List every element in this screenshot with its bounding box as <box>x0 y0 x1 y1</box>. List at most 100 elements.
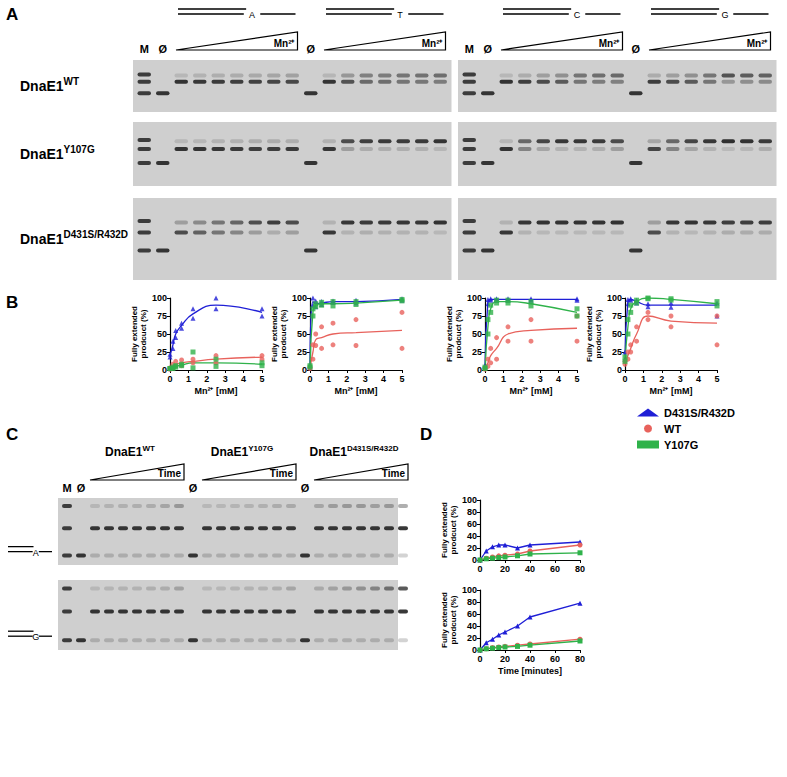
svg-text:prodcuct (%): prodcuct (%) <box>139 309 148 358</box>
svg-text:Mn²⁺: Mn²⁺ <box>274 38 296 49</box>
svg-text:40: 40 <box>525 564 535 574</box>
svg-text:0: 0 <box>472 645 477 655</box>
svg-text:4: 4 <box>696 374 701 384</box>
svg-text:M: M <box>140 43 149 55</box>
svg-text:prodcuct (%): prodcuct (%) <box>449 505 458 554</box>
svg-text:DnaE1D431S/R432D: DnaE1D431S/R432D <box>310 444 399 459</box>
svg-text:100: 100 <box>607 293 622 303</box>
svg-text:100: 100 <box>462 495 477 505</box>
svg-text:80: 80 <box>467 597 477 607</box>
svg-text:Ø: Ø <box>483 43 492 55</box>
svg-text:2: 2 <box>344 374 349 384</box>
svg-text:80: 80 <box>467 507 477 517</box>
svg-text:DnaE1WT: DnaE1WT <box>20 76 79 94</box>
svg-text:2: 2 <box>204 374 209 384</box>
svg-text:Time: Time <box>382 468 406 479</box>
svg-text:M: M <box>62 482 71 494</box>
svg-text:0: 0 <box>162 365 167 375</box>
svg-text:DnaE1D431S/R432D: DnaE1D431S/R432D <box>20 229 128 247</box>
svg-text:DnaE1Y107G: DnaE1Y107G <box>20 144 95 162</box>
svg-text:20: 20 <box>467 543 477 553</box>
svg-text:100: 100 <box>462 585 477 595</box>
svg-text:Fully extended: Fully extended <box>585 306 594 362</box>
svg-text:Mn²⁺: Mn²⁺ <box>599 38 621 49</box>
svg-text:C: C <box>6 425 18 444</box>
svg-text:3: 3 <box>538 374 543 384</box>
svg-text:2: 2 <box>519 374 524 384</box>
svg-text:Ø: Ø <box>77 482 86 494</box>
svg-text:Mn²⁺: Mn²⁺ <box>422 38 444 49</box>
svg-text:0: 0 <box>477 564 482 574</box>
svg-text:1: 1 <box>501 374 506 384</box>
svg-text:50: 50 <box>612 329 622 339</box>
svg-text:Ø: Ø <box>631 43 640 55</box>
svg-text:Time: Time <box>270 468 294 479</box>
svg-text:0: 0 <box>472 555 477 565</box>
svg-text:75: 75 <box>157 311 167 321</box>
svg-text:G: G <box>722 10 729 20</box>
svg-text:50: 50 <box>472 329 482 339</box>
svg-text:Mn²⁺ [mM]: Mn²⁺ [mM] <box>195 386 238 396</box>
svg-text:C: C <box>574 10 581 20</box>
svg-text:100: 100 <box>152 293 167 303</box>
svg-text:5: 5 <box>574 374 579 384</box>
svg-text:0: 0 <box>477 654 482 664</box>
svg-text:20: 20 <box>500 564 510 574</box>
svg-text:0: 0 <box>477 365 482 375</box>
svg-text:2: 2 <box>659 374 664 384</box>
svg-text:B: B <box>6 293 18 312</box>
svg-text:60: 60 <box>550 564 560 574</box>
svg-text:1: 1 <box>326 374 331 384</box>
svg-text:40: 40 <box>467 621 477 631</box>
svg-text:Fully extended: Fully extended <box>445 306 454 362</box>
svg-text:M: M <box>465 43 474 55</box>
svg-text:prodcuct (%): prodcuct (%) <box>594 309 603 358</box>
svg-text:5: 5 <box>399 374 404 384</box>
svg-text:100: 100 <box>467 293 482 303</box>
svg-text:Ø: Ø <box>189 482 198 494</box>
svg-text:50: 50 <box>157 329 167 339</box>
svg-text:1: 1 <box>641 374 646 384</box>
svg-text:60: 60 <box>467 519 477 529</box>
svg-text:DnaE1Y107G: DnaE1Y107G <box>211 444 273 459</box>
svg-text:T: T <box>397 10 403 20</box>
svg-text:prodcuct (%): prodcuct (%) <box>454 309 463 358</box>
svg-text:20: 20 <box>467 633 477 643</box>
svg-text:50: 50 <box>297 329 307 339</box>
svg-text:G: G <box>32 632 39 642</box>
svg-text:0: 0 <box>617 365 622 375</box>
svg-text:60: 60 <box>467 609 477 619</box>
svg-text:100: 100 <box>292 293 307 303</box>
svg-text:4: 4 <box>381 374 386 384</box>
svg-text:Ø: Ø <box>306 43 315 55</box>
svg-text:Mn²⁺ [mM]: Mn²⁺ [mM] <box>510 386 553 396</box>
svg-text:Mn²⁺: Mn²⁺ <box>747 38 769 49</box>
svg-text:Ø: Ø <box>301 482 310 494</box>
svg-text:0: 0 <box>482 374 487 384</box>
svg-text:WT: WT <box>664 423 681 435</box>
svg-text:prodcuct (%): prodcuct (%) <box>449 595 458 644</box>
svg-text:40: 40 <box>525 654 535 664</box>
svg-text:80: 80 <box>575 564 585 574</box>
svg-text:Ø: Ø <box>158 43 167 55</box>
svg-text:1: 1 <box>186 374 191 384</box>
svg-text:25: 25 <box>297 347 307 357</box>
svg-text:25: 25 <box>157 347 167 357</box>
svg-text:Mn²⁺ [mM]: Mn²⁺ [mM] <box>335 386 378 396</box>
svg-text:40: 40 <box>467 531 477 541</box>
svg-text:A: A <box>249 10 255 20</box>
svg-text:0: 0 <box>622 374 627 384</box>
svg-text:75: 75 <box>472 311 482 321</box>
svg-text:25: 25 <box>472 347 482 357</box>
svg-text:D: D <box>420 425 432 444</box>
svg-text:3: 3 <box>363 374 368 384</box>
svg-text:75: 75 <box>612 311 622 321</box>
svg-text:Fully extended: Fully extended <box>440 502 449 558</box>
svg-text:Mn²⁺ [mM]: Mn²⁺ [mM] <box>650 386 693 396</box>
svg-text:25: 25 <box>612 347 622 357</box>
svg-text:3: 3 <box>223 374 228 384</box>
svg-text:4: 4 <box>241 374 246 384</box>
svg-text:Fully extended: Fully extended <box>440 592 449 648</box>
svg-text:A: A <box>33 548 39 558</box>
svg-text:0: 0 <box>302 365 307 375</box>
